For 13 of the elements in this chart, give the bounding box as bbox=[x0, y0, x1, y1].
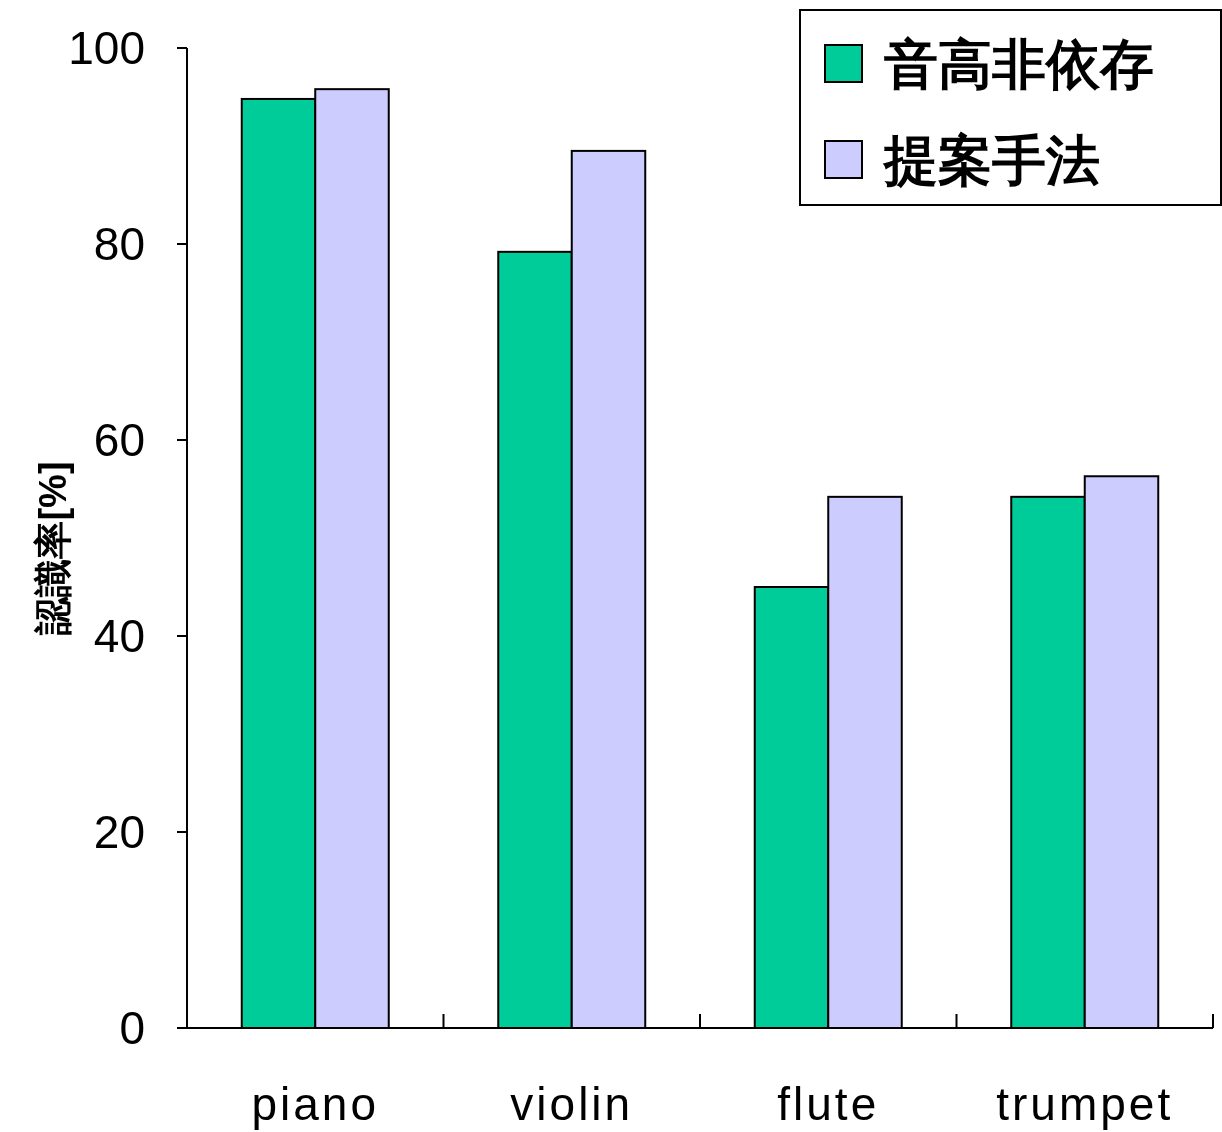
y-tick-label: 0 bbox=[119, 1002, 145, 1054]
x-tick-label: violin bbox=[510, 1078, 634, 1130]
y-tick-label: 60 bbox=[93, 414, 145, 466]
y-tick-label: 80 bbox=[93, 218, 145, 270]
legend-label: 音高非依存 bbox=[884, 34, 1154, 94]
y-tick-label: 20 bbox=[93, 806, 145, 858]
x-tick-label: trumpet bbox=[996, 1078, 1174, 1130]
legend-label: 提案手法 bbox=[882, 130, 1100, 190]
x-tick-label: flute bbox=[777, 1078, 880, 1130]
y-axis-title: 認識率[%] bbox=[32, 461, 74, 636]
y-tick-label: 100 bbox=[68, 22, 145, 74]
y-tick-label: 40 bbox=[93, 610, 145, 662]
x-tick-label: piano bbox=[251, 1078, 380, 1130]
